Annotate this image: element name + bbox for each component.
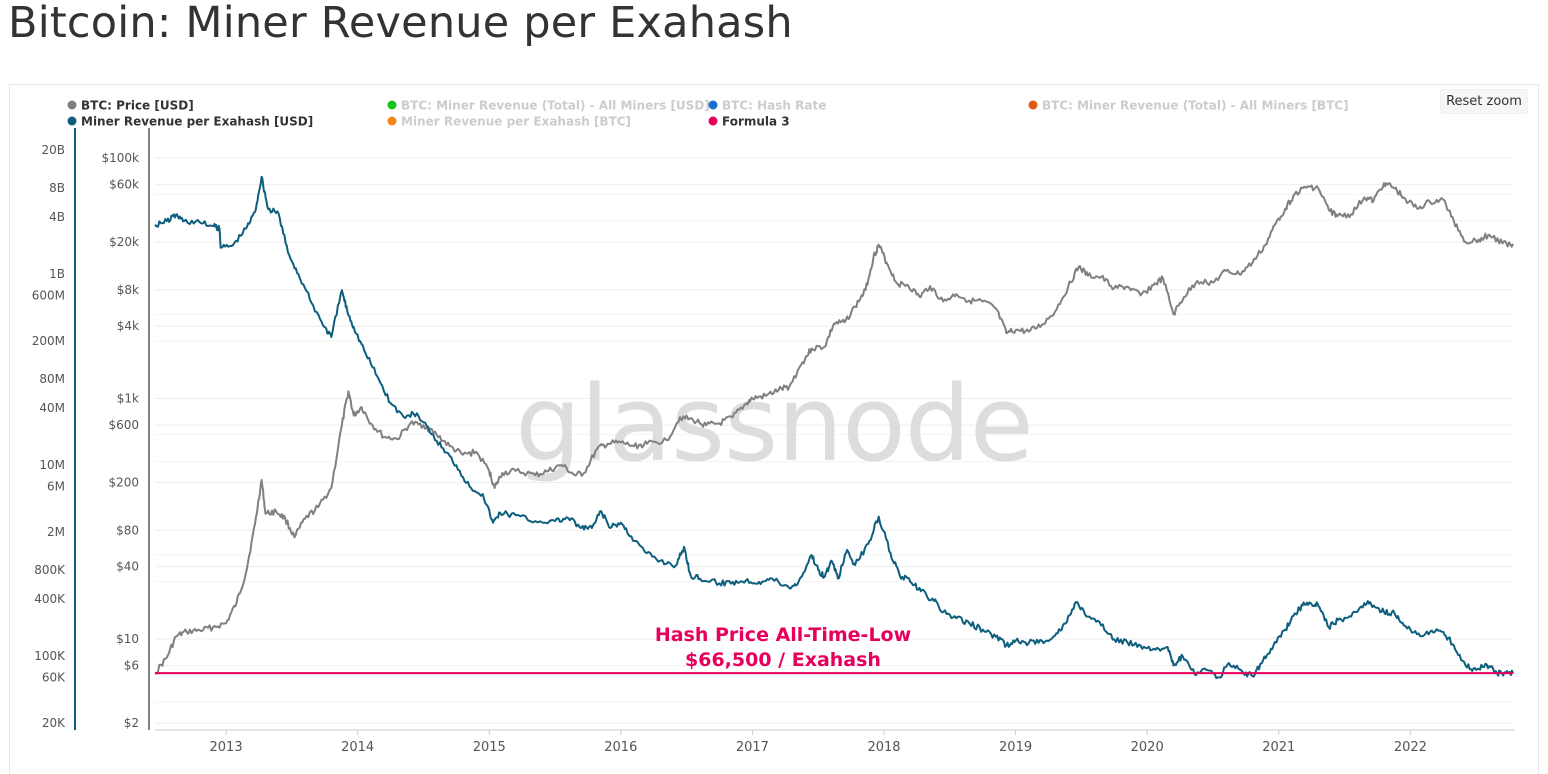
page-title: Bitcoin: Miner Revenue per Exahash [8,0,793,48]
x-axis-tick-label: 2018 [867,740,900,755]
annotations: Hash Price All-Time-Low $66,500 / Exahash [655,624,911,671]
legend-marker [387,100,397,110]
x-axis-tick-label: 2014 [341,740,374,755]
outer-axis-tick-label: 100K [34,649,66,663]
legend-label: BTC: Price [USD] [81,99,194,113]
inner-axis-tick-label: $80 [116,523,139,537]
legend-marker [67,100,77,110]
legend: BTC: Price [USD] BTC: Miner Revenue (Tota… [67,99,1349,129]
outer-axis-tick-label: 40M [39,401,65,415]
revenue-per-exahash-line [154,175,1514,680]
legend-marker [67,116,77,126]
legend-label: Miner Revenue per Exahash [BTC] [401,115,631,129]
x-axis-tick-label: 2016 [604,740,637,755]
outer-axis-tick-label: 80M [39,372,65,386]
annotation-label: $66,500 / Exahash [685,649,881,671]
inner-axis-tick-label: $60k [109,178,139,192]
inner-axis-tick-label: $2 [124,716,139,730]
outer-axis-tick-label: 20K [42,716,66,730]
inner-axis-tick-label: $200 [108,476,139,490]
x-axis-tick-label: 2021 [1262,740,1295,755]
legend-item[interactable]: BTC: Hash Rate [708,99,827,113]
inner-axis-tick-label: $100k [102,151,140,165]
x-axis-tick-label: 2019 [999,740,1032,755]
chart-container [9,84,1539,774]
outer-axis-tick-label: 2M [47,525,65,539]
x-axis-ticks: 2013 2014 2015 2016 2017 2018 2019 2020 2021 2022 [210,730,1427,755]
outer-axis-tick-label: 600M [32,288,65,302]
outer-axis-ticks: 20B 8B 4B 1B 600M 200M 80M 40M 10M 6M 2M 800K 400K 10… [32,143,66,730]
annotation-label: Hash Price All-Time-Low [655,624,911,646]
inner-axis-tick-label: $10 [116,632,139,646]
inner-axis-tick-label: $1k [117,391,139,405]
legend-marker [708,100,718,110]
legend-marker [387,116,397,126]
x-axis-tick-label: 2020 [1131,740,1164,755]
outer-axis-tick-label: 1B [49,267,65,281]
legend-label: BTC: Hash Rate [722,99,826,113]
x-axis-tick-label: 2017 [736,740,769,755]
inner-axis-tick-label: $6 [124,659,139,673]
legend-label: BTC: Miner Revenue (Total) - All Miners … [1042,99,1349,113]
x-axis-tick-label: 2013 [210,740,243,755]
inner-axis-tick-label: $600 [108,418,139,432]
watermark-logo: glassnode [515,363,1033,485]
legend-item[interactable]: BTC: Price [USD] [67,99,194,113]
reset-zoom-button[interactable]: Reset zoom [1440,89,1528,114]
inner-axis-tick-label: $40 [116,560,139,574]
legend-item[interactable]: Miner Revenue per Exahash [USD] [67,115,314,129]
legend-item[interactable]: BTC: Miner Revenue (Total) - All Miners … [1028,99,1349,113]
legend-marker [1028,100,1038,110]
outer-axis-tick-label: 8B [49,181,65,195]
outer-axis-tick-label: 10M [39,458,65,472]
outer-axis-tick-label: 60K [42,670,66,684]
axes [74,128,1515,731]
outer-axis-tick-label: 20B [41,143,65,157]
legend-item[interactable]: Miner Revenue per Exahash [BTC] [387,115,632,129]
x-axis-tick-label: 2022 [1394,740,1427,755]
outer-axis-tick-label: 6M [47,479,65,493]
btc-price-line [154,182,1514,675]
outer-axis-tick-label: 800K [34,563,66,577]
legend-marker [708,116,718,126]
legend-item[interactable]: Formula 3 [708,115,790,129]
outer-axis-tick-label: 4B [49,210,65,224]
x-axis-tick-label: 2015 [473,740,506,755]
legend-label: BTC: Miner Revenue (Total) - All Miners … [401,99,710,113]
legend-label: Miner Revenue per Exahash [USD] [81,115,313,129]
inner-axis-tick-label: $4k [117,319,139,333]
inner-axis-tick-label: $20k [109,235,139,249]
legend-label: Formula 3 [722,115,790,129]
outer-axis-tick-label: 400K [34,592,66,606]
outer-axis-tick-label: 200M [32,334,65,348]
series-lines [154,175,1514,680]
legend-item[interactable]: BTC: Miner Revenue (Total) - All Miners … [387,99,710,113]
inner-axis-ticks: $100k $60k $20k $8k $4k $1k $600 $200 $80 $40 $10 $… [102,151,140,730]
inner-axis-tick-label: $8k [117,283,139,297]
